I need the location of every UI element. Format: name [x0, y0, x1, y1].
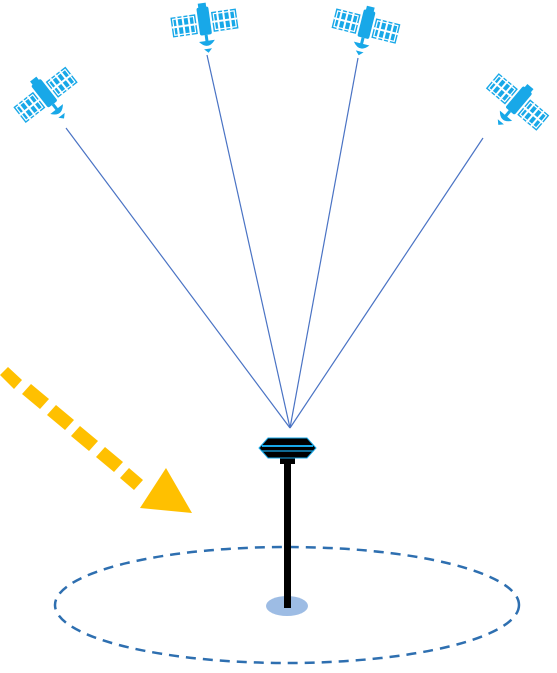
- receiver-mount: [280, 458, 295, 464]
- signal-line-2: [206, 54, 291, 429]
- arrow-dash-3: [47, 405, 74, 430]
- arrow-dash-6: [120, 468, 143, 490]
- satellite-icon-3: [325, 0, 405, 65]
- signal-line-1: [65, 127, 291, 429]
- arrow-head: [140, 468, 192, 513]
- signal-line-4: [289, 137, 484, 429]
- coverage-boundary: [53, 545, 521, 665]
- arrow-dash-1: [0, 367, 22, 389]
- signal-line-3: [289, 57, 359, 429]
- signal-lines: [65, 54, 484, 429]
- satellite-icon-1: [5, 57, 92, 141]
- arrow-dash-4: [71, 426, 98, 451]
- satellite-icon-4: [471, 63, 557, 148]
- satellite-icon-2: [167, 0, 243, 59]
- arrow-dash-2: [22, 384, 49, 409]
- gnss-antenna-icon: [258, 437, 317, 459]
- receiver-pole: [284, 461, 291, 608]
- arrow-dash-5: [96, 447, 123, 472]
- dashed-arrow: [0, 367, 192, 513]
